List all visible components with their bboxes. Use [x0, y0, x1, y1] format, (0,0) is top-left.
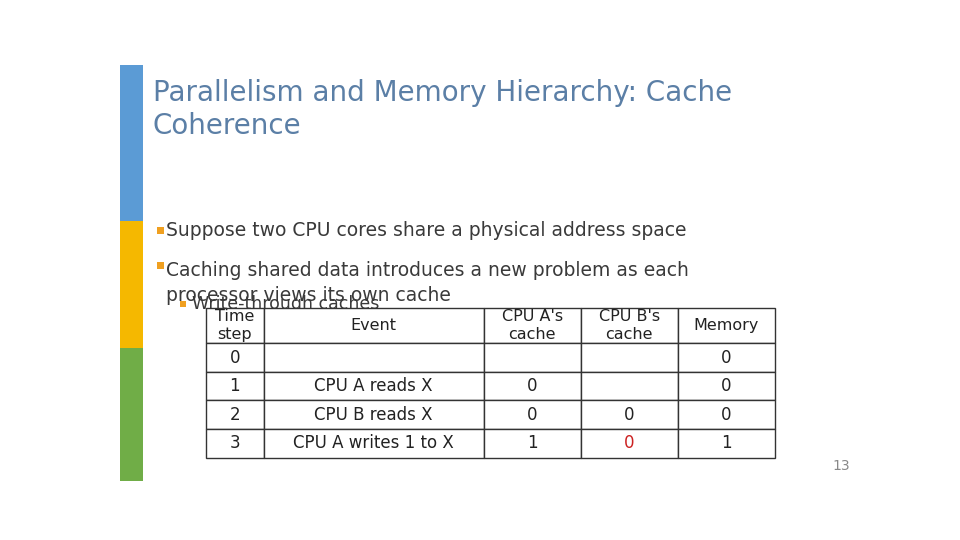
Bar: [484, 429, 581, 458]
Text: 1: 1: [527, 434, 538, 453]
Text: 3: 3: [229, 434, 240, 453]
Bar: [264, 429, 484, 458]
Bar: [581, 401, 678, 429]
Bar: [180, 301, 186, 307]
Text: 0: 0: [624, 434, 635, 453]
Text: 0: 0: [721, 377, 732, 395]
Text: 0: 0: [229, 348, 240, 367]
Text: 0: 0: [527, 377, 538, 395]
Bar: [678, 343, 775, 372]
Text: CPU A writes 1 to X: CPU A writes 1 to X: [294, 434, 454, 453]
Text: Write-through caches: Write-through caches: [192, 295, 379, 313]
Bar: [120, 348, 143, 481]
Bar: [581, 429, 678, 458]
Text: 0: 0: [624, 406, 635, 424]
Bar: [581, 308, 678, 343]
Text: 0: 0: [721, 348, 732, 367]
Bar: [581, 343, 678, 372]
Text: 2: 2: [229, 406, 240, 424]
Bar: [678, 372, 775, 401]
Bar: [120, 65, 143, 221]
Text: Event: Event: [350, 318, 396, 333]
Text: CPU B's
cache: CPU B's cache: [599, 309, 660, 342]
Bar: [484, 372, 581, 401]
Bar: [264, 401, 484, 429]
Text: 0: 0: [527, 406, 538, 424]
Text: CPU A's
cache: CPU A's cache: [502, 309, 563, 342]
Bar: [264, 308, 484, 343]
Bar: [157, 262, 164, 269]
Text: Suppose two CPU cores share a physical address space: Suppose two CPU cores share a physical a…: [166, 221, 687, 240]
Bar: [484, 401, 581, 429]
Bar: [678, 401, 775, 429]
Bar: [581, 372, 678, 401]
Bar: [205, 429, 264, 458]
Bar: [205, 308, 264, 343]
Text: Time
step: Time step: [215, 309, 254, 342]
Text: 0: 0: [721, 406, 732, 424]
Bar: [120, 221, 143, 348]
Text: CPU A reads X: CPU A reads X: [315, 377, 433, 395]
Text: Memory: Memory: [693, 318, 759, 333]
Bar: [484, 343, 581, 372]
Text: Parallelism and Memory Hierarchy: Cache
Coherence: Parallelism and Memory Hierarchy: Cache …: [153, 79, 732, 140]
Bar: [484, 308, 581, 343]
Bar: [678, 429, 775, 458]
Text: CPU B reads X: CPU B reads X: [315, 406, 433, 424]
Bar: [678, 308, 775, 343]
Text: 1: 1: [721, 434, 732, 453]
Bar: [264, 343, 484, 372]
Bar: [157, 227, 164, 234]
Text: 13: 13: [832, 459, 850, 473]
Bar: [205, 343, 264, 372]
Text: 1: 1: [229, 377, 240, 395]
Text: Caching shared data introduces a new problem as each
processor views its own cac: Caching shared data introduces a new pro…: [166, 261, 689, 306]
Bar: [205, 372, 264, 401]
Bar: [205, 401, 264, 429]
Bar: [264, 372, 484, 401]
